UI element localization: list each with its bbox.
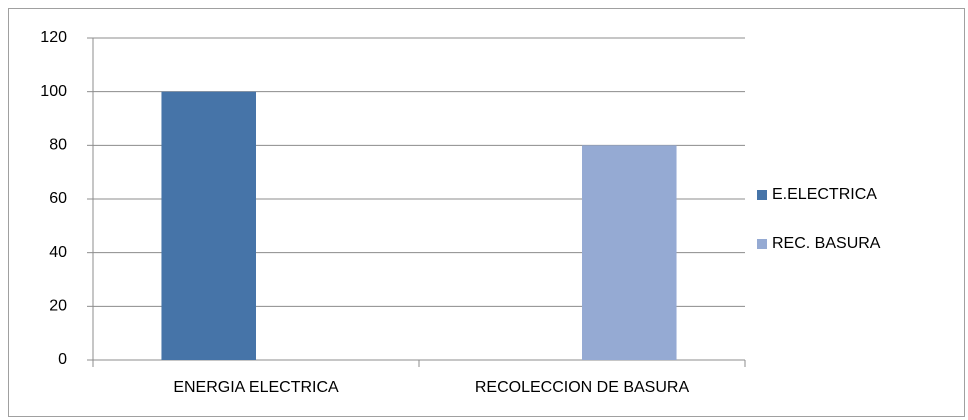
y-tick-label: 120 bbox=[40, 29, 67, 46]
chart-border bbox=[8, 8, 965, 417]
x-tick-label: ENERGIA ELECTRICA bbox=[173, 379, 339, 396]
y-tick-label: 20 bbox=[49, 298, 67, 315]
y-tick-label: 40 bbox=[49, 244, 67, 261]
legend-swatch bbox=[757, 239, 767, 249]
bar bbox=[161, 91, 256, 361]
legend-swatch bbox=[757, 190, 767, 200]
x-tick-label: RECOLECCION DE BASURA bbox=[475, 379, 690, 396]
y-tick-label: 0 bbox=[58, 351, 67, 368]
y-tick-label: 80 bbox=[49, 137, 67, 154]
bar bbox=[582, 145, 677, 360]
y-tick-label: 100 bbox=[40, 83, 67, 100]
legend-label: E.ELECTRICA bbox=[772, 186, 877, 203]
y-tick-label: 60 bbox=[49, 190, 67, 207]
legend-label: REC. BASURA bbox=[772, 235, 881, 252]
